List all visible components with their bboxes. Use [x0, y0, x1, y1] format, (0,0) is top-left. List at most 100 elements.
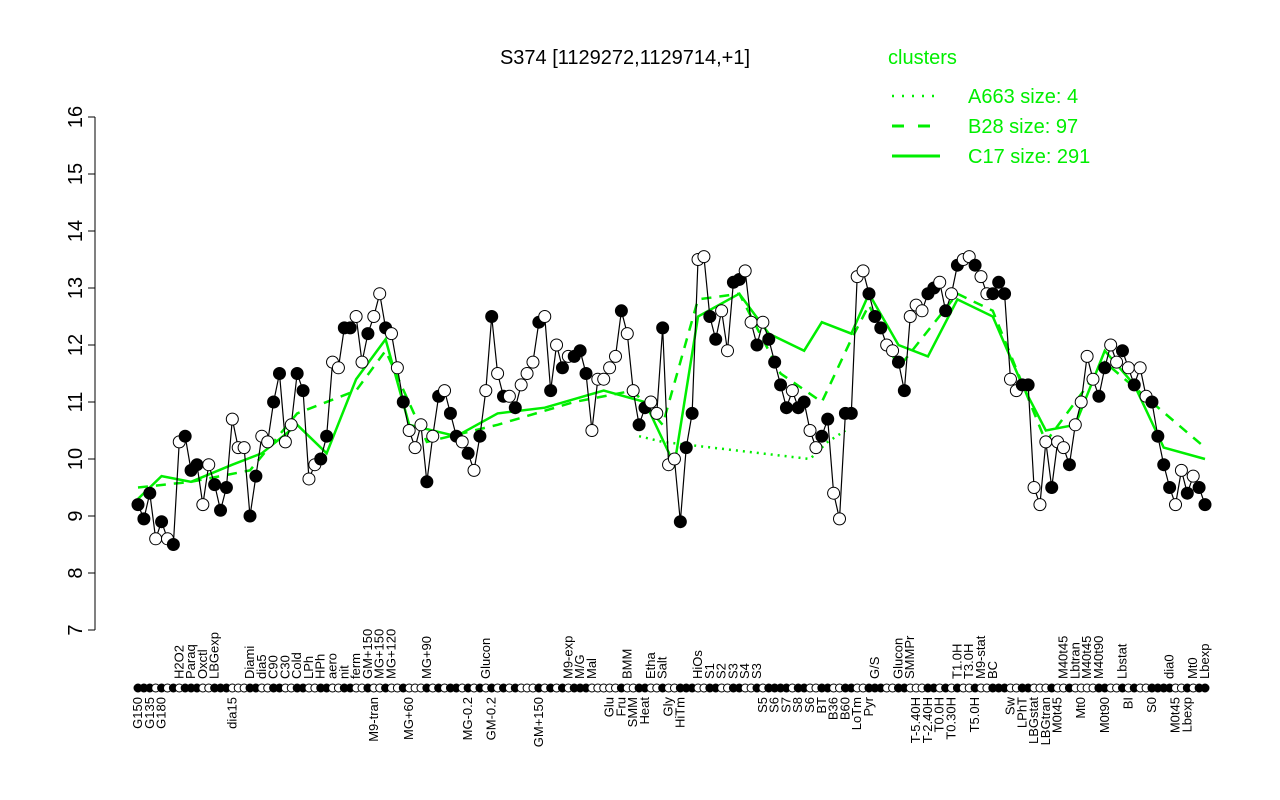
- x-tick-label: Oxctl: [195, 649, 210, 679]
- data-point: [214, 503, 228, 517]
- data-point: [473, 429, 487, 443]
- legend-entry-b28: B28 size: 97: [892, 116, 1078, 138]
- x-tick-label: MG-0.2: [460, 697, 475, 740]
- x-tick-label: BT: [814, 697, 829, 714]
- data-point: [986, 287, 1000, 301]
- data-point: [939, 304, 953, 318]
- x-tick-label: T0.0H: [932, 697, 947, 732]
- x-tick-label: Lbexp: [1197, 644, 1212, 679]
- data-point: [1045, 481, 1059, 494]
- data-point: [149, 532, 163, 546]
- data-point: [455, 435, 469, 449]
- data-point: [343, 321, 357, 335]
- x-tick-label: Glu: [602, 697, 617, 717]
- data-point: [550, 338, 564, 352]
- data-point: [614, 304, 628, 318]
- legend-title: clusters: [888, 47, 957, 69]
- x-tick-label: T3.0H: [961, 644, 976, 679]
- data-point: [762, 332, 776, 346]
- data-point: [320, 429, 334, 443]
- data-point: [968, 258, 982, 272]
- x-tick-label: GM+150: [360, 629, 375, 679]
- data-point: [673, 515, 687, 529]
- x-tick-label: S3: [749, 663, 764, 679]
- data-point: [868, 310, 882, 323]
- data-point: [1074, 395, 1088, 409]
- data-point: [1068, 418, 1082, 432]
- data-point: [237, 441, 251, 455]
- data-point: [402, 424, 416, 437]
- legend-entry-a663: A663 size: 4: [892, 86, 1078, 108]
- x-tick-label: LBGexp: [207, 632, 222, 679]
- data-point: [815, 429, 829, 443]
- data-point: [697, 250, 711, 264]
- data-point: [891, 355, 905, 369]
- x-tick-label: G180: [154, 697, 169, 729]
- x-tick-label: S8: [790, 697, 805, 713]
- x-tick-label: LPhT: [1014, 697, 1029, 728]
- data-point: [373, 287, 387, 301]
- data-point: [1057, 441, 1071, 455]
- data-point: [721, 344, 735, 358]
- data-point: [738, 264, 752, 278]
- x-tick-label: M0t45: [1168, 697, 1183, 733]
- data-point: [1151, 429, 1165, 443]
- data-point: [396, 395, 410, 409]
- data-point: [1115, 344, 1129, 358]
- cluster-line-a663: [638, 429, 847, 461]
- data-point: [1039, 435, 1053, 449]
- x-tick-label: Heat: [637, 697, 652, 725]
- y-tick-label: 10: [65, 448, 87, 470]
- x-tick-label: MG+150: [372, 629, 387, 679]
- data-point: [608, 349, 622, 363]
- data-point: [414, 418, 428, 432]
- strip-point: [1200, 683, 1210, 693]
- data-point: [479, 384, 493, 398]
- data-point: [155, 515, 169, 529]
- data-point: [603, 361, 617, 375]
- x-tick-label: C30: [277, 655, 292, 679]
- data-point: [756, 315, 770, 329]
- x-tick-label: M40t45: [1079, 636, 1094, 679]
- y-tick-label: 11: [65, 392, 87, 413]
- x-tick-label: S2: [714, 663, 729, 679]
- data-point: [844, 406, 858, 420]
- data-point: [1198, 498, 1212, 512]
- x-tick-label: HiTm: [672, 697, 687, 728]
- x-tick-label: Mt0: [1073, 697, 1088, 719]
- x-tick-label: Glucon: [890, 638, 905, 679]
- data-point: [361, 327, 375, 341]
- data-point: [520, 367, 534, 380]
- data-point: [166, 538, 180, 551]
- data-point: [538, 310, 552, 323]
- data-point: [426, 429, 440, 443]
- data-point: [261, 435, 275, 449]
- data-point: [862, 287, 876, 301]
- x-tick-label: dia15: [224, 697, 239, 729]
- x-tick-label: Paraq: [183, 644, 198, 679]
- data-point: [249, 469, 263, 483]
- x-tick-label: GM-0.2: [484, 697, 499, 740]
- x-tick-label: C90: [266, 655, 281, 679]
- data-point: [384, 327, 398, 341]
- data-point: [821, 412, 835, 426]
- data-point: [833, 512, 847, 526]
- x-tick-label: S6: [802, 697, 817, 713]
- legend-entry-c17: C17 size: 291: [892, 146, 1090, 168]
- x-tick-label: SMMPr: [902, 635, 917, 679]
- x-tick-label: M40t45: [1056, 636, 1071, 679]
- data-point: [1186, 469, 1200, 483]
- data-point: [897, 384, 911, 398]
- data-point: [1098, 361, 1112, 375]
- data-point: [903, 310, 917, 323]
- x-tick-label: HiOs: [690, 650, 705, 679]
- x-tick-label: T-2.40H: [920, 697, 935, 743]
- data-point: [1027, 481, 1041, 494]
- data-point: [196, 498, 210, 512]
- data-point: [544, 384, 558, 398]
- x-tick-label: Lbstat: [1114, 643, 1129, 679]
- data-point: [555, 361, 569, 375]
- x-tick-label: Mal: [584, 658, 599, 679]
